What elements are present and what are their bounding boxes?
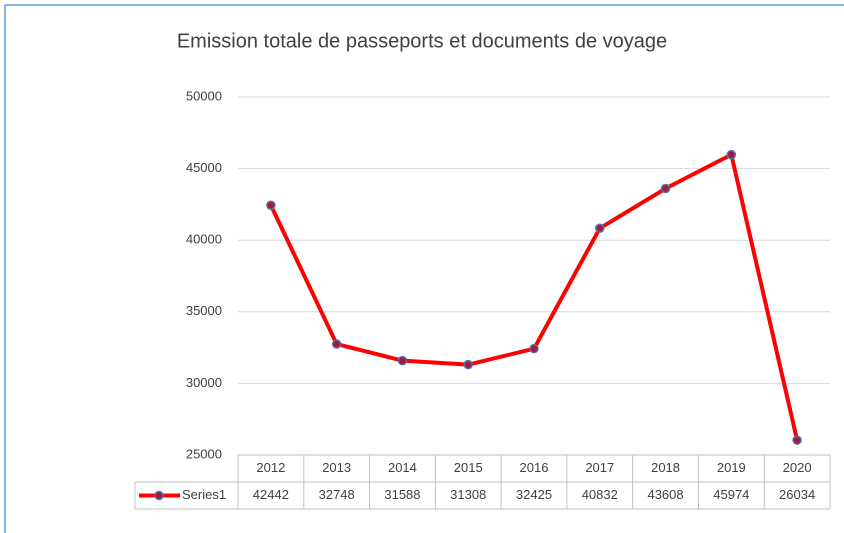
- table-value: 40832: [582, 487, 618, 502]
- table-value: 31588: [384, 487, 420, 502]
- x-tick-label: 2017: [585, 460, 614, 475]
- marker: [331, 339, 342, 349]
- x-tick-label: 2016: [520, 460, 549, 475]
- table-value: 45974: [713, 487, 749, 502]
- y-tick-label: 40000: [186, 232, 222, 247]
- x-tick-label: 2012: [256, 460, 285, 475]
- y-tick-label: 25000: [186, 446, 222, 461]
- marker: [529, 343, 539, 354]
- chart-title: Emission totale de passeports et documen…: [177, 30, 667, 52]
- y-tick-label: 30000: [186, 375, 222, 390]
- marker: [595, 223, 605, 234]
- x-tick-label: 2013: [322, 460, 351, 475]
- y-tick-label: 35000: [186, 303, 222, 318]
- x-tick-label: 2020: [783, 460, 812, 475]
- legend-marker: [154, 490, 164, 501]
- x-tick-label: 2019: [717, 460, 746, 475]
- y-tick-label: 45000: [186, 160, 222, 175]
- marker: [463, 359, 473, 370]
- marker: [397, 355, 408, 366]
- table-value: 32748: [319, 487, 355, 502]
- table-value: 26034: [779, 487, 815, 502]
- marker: [792, 435, 802, 445]
- y-tick-label: 50000: [186, 88, 222, 103]
- x-tick-label: 2014: [388, 460, 417, 475]
- table-value: 31308: [450, 487, 486, 502]
- x-tick-label: 2015: [454, 460, 483, 475]
- table-value: 32425: [516, 487, 552, 502]
- marker: [660, 183, 671, 194]
- marker: [266, 200, 276, 210]
- table-value: 42442: [253, 487, 289, 502]
- marker: [726, 149, 737, 160]
- x-tick-label: 2018: [651, 460, 680, 475]
- legend-label: Series1: [182, 487, 226, 502]
- table-value: 43608: [647, 487, 683, 502]
